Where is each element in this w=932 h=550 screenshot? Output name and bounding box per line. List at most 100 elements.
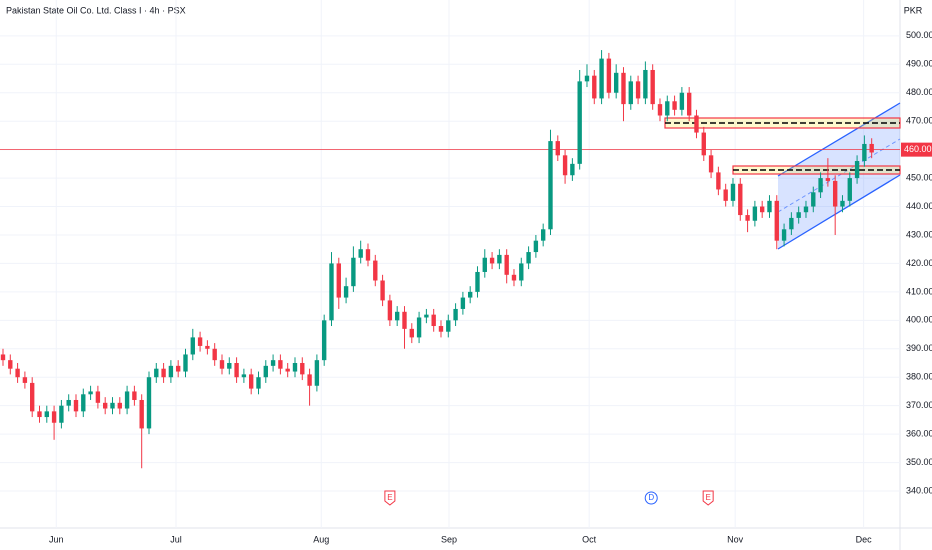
candle-body xyxy=(730,183,736,201)
x-tick-label: Nov xyxy=(727,534,744,544)
candle-body xyxy=(15,368,20,378)
candle-body xyxy=(365,249,371,261)
candle-body xyxy=(679,92,685,110)
candle-body xyxy=(190,337,195,355)
candle-body xyxy=(197,337,203,346)
currency-label: PKR xyxy=(904,5,923,15)
candle-body xyxy=(854,161,860,179)
channel-lower xyxy=(777,174,901,250)
candle-body xyxy=(66,399,71,406)
candle-body xyxy=(643,69,648,99)
event-label: E xyxy=(705,493,710,502)
candle-body xyxy=(307,374,312,386)
candle-body xyxy=(832,180,838,207)
candle-body xyxy=(219,360,225,369)
candle-body xyxy=(336,263,341,298)
x-tick-label: Jul xyxy=(170,534,182,544)
candle-body xyxy=(847,178,852,201)
candle-body xyxy=(694,115,699,133)
candle-body xyxy=(154,368,159,378)
candle-body xyxy=(73,399,79,412)
candle-body xyxy=(263,365,268,378)
candle-body xyxy=(351,257,356,287)
candle-body xyxy=(161,368,166,378)
x-tick-label: Jun xyxy=(49,534,64,544)
candle-body xyxy=(526,252,531,264)
last-price-label: 460.00 xyxy=(904,144,932,154)
candle-body xyxy=(248,374,254,389)
candle-body xyxy=(285,368,290,372)
candle-body xyxy=(402,311,407,329)
x-tick-label: Sep xyxy=(441,534,457,544)
candle-body xyxy=(504,254,509,275)
candle-body xyxy=(840,200,845,207)
candle-body xyxy=(540,229,546,241)
y-tick-label: 410.00 xyxy=(906,286,932,296)
candle-body xyxy=(212,348,217,361)
candle-body xyxy=(227,363,232,369)
y-tick-label: 470.00 xyxy=(906,116,932,126)
candle-body xyxy=(44,411,49,418)
candle-body xyxy=(183,354,188,372)
candle-body xyxy=(708,155,714,173)
y-tick-label: 440.00 xyxy=(906,201,932,211)
y-tick-label: 480.00 xyxy=(906,87,932,97)
candle-body xyxy=(752,206,758,221)
y-tick-label: 420.00 xyxy=(906,258,932,268)
event-marker xyxy=(384,490,396,506)
candle-body xyxy=(570,163,575,176)
candle-body xyxy=(139,399,144,429)
candle-body xyxy=(759,206,765,213)
candle-body xyxy=(511,274,517,281)
event-marker xyxy=(702,490,714,506)
candle-body xyxy=(613,72,619,93)
channel-upper xyxy=(777,102,901,177)
candle-body xyxy=(628,81,633,105)
candle-body xyxy=(562,155,568,176)
candle-body xyxy=(446,320,451,332)
candle-body xyxy=(665,101,670,116)
candle-body xyxy=(533,240,539,253)
candle-body xyxy=(650,69,655,105)
y-tick-label: 400.00 xyxy=(906,315,932,325)
candle-body xyxy=(803,206,809,213)
candle-body xyxy=(825,178,831,181)
candle-body xyxy=(781,229,787,241)
candle-body xyxy=(657,104,663,116)
candle-body xyxy=(467,291,473,298)
y-tick-label: 340.00 xyxy=(906,485,932,495)
candle-body xyxy=(599,58,604,99)
candle-body xyxy=(30,382,35,412)
candle-body xyxy=(635,81,641,99)
y-tick-label: 450.00 xyxy=(906,172,932,182)
y-tick-label: 390.00 xyxy=(906,343,932,353)
candle-body xyxy=(51,411,57,423)
candle-body xyxy=(81,394,86,412)
candle-body xyxy=(278,360,283,369)
candle-body xyxy=(241,374,247,378)
candle-body xyxy=(387,300,393,321)
candle-body xyxy=(0,354,6,361)
candle-body xyxy=(416,317,422,338)
candle-body xyxy=(475,271,480,292)
candle-body xyxy=(95,391,101,403)
candle-body xyxy=(555,141,560,156)
candle-body xyxy=(818,178,823,193)
candle-body xyxy=(672,101,677,110)
candle-body xyxy=(314,360,320,386)
candle-body xyxy=(701,132,706,156)
candle-body xyxy=(124,391,130,409)
candle-body xyxy=(373,260,378,281)
candle-body xyxy=(88,391,93,395)
event-label: D xyxy=(648,493,654,502)
candle-body xyxy=(519,263,524,281)
candle-body xyxy=(146,377,152,429)
y-tick-label: 350.00 xyxy=(906,457,932,467)
x-tick-label: Oct xyxy=(582,534,597,544)
candle-body xyxy=(234,363,239,378)
candle-body xyxy=(584,75,590,82)
candle-body xyxy=(380,280,385,301)
candle-body xyxy=(482,257,487,272)
channel-mid xyxy=(777,138,901,213)
